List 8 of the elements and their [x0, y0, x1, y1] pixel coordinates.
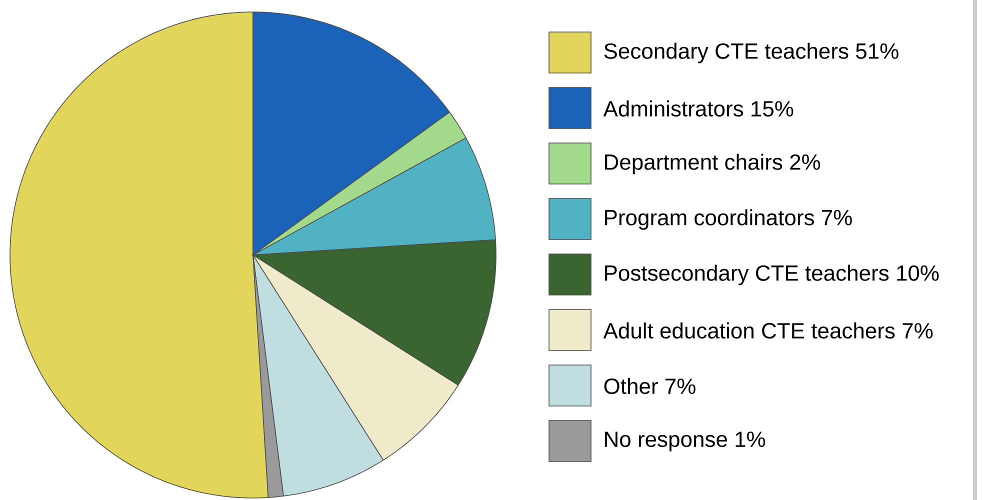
legend-label: Other 7%: [604, 378, 696, 394]
legend-label: Administrators 15%: [603, 100, 794, 117]
legend-label: No response 1%: [605, 432, 766, 452]
legend-label: Department chairs 2%: [605, 154, 820, 174]
legend-label: Adult education CTE teachers 7%: [603, 322, 933, 339]
legend-label: Postsecondary CTE teachers 10%: [605, 264, 939, 286]
legend-label: Program coordinators 7%: [605, 209, 852, 230]
legend-label: Secondary CTE teachers 51%: [604, 42, 898, 64]
